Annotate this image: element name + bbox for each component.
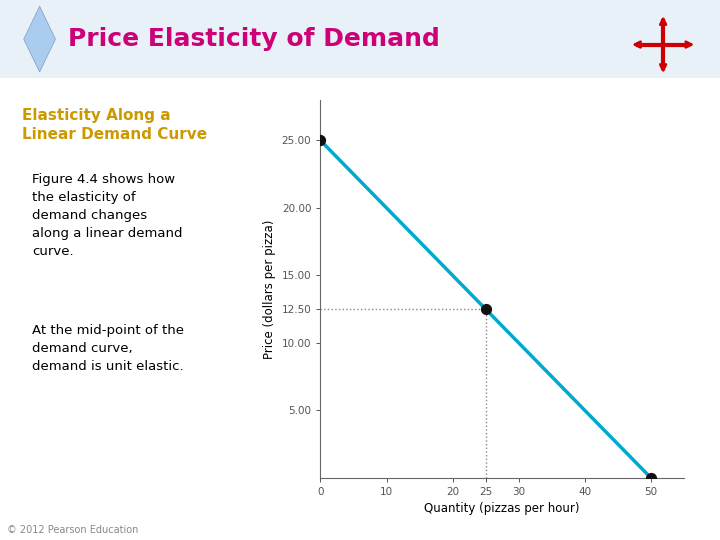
Text: © 2012 Pearson Education: © 2012 Pearson Education — [7, 524, 138, 535]
Y-axis label: Price (dollars per pizza): Price (dollars per pizza) — [263, 219, 276, 359]
Text: Elasticity Along a
Linear Demand Curve: Elasticity Along a Linear Demand Curve — [22, 108, 207, 141]
FancyBboxPatch shape — [0, 0, 720, 78]
X-axis label: Quantity (pizzas per hour): Quantity (pizzas per hour) — [425, 503, 580, 516]
Text: Figure 4.4 shows how
the elasticity of
demand changes
along a linear demand
curv: Figure 4.4 shows how the elasticity of d… — [32, 173, 183, 258]
Point — [480, 305, 492, 314]
Polygon shape — [24, 6, 55, 72]
Text: At the mid-point of the
demand curve,
demand is unit elastic.: At the mid-point of the demand curve, de… — [32, 324, 184, 373]
Text: Price Elasticity of Demand: Price Elasticity of Demand — [68, 27, 440, 51]
Point — [645, 474, 657, 482]
Point — [315, 136, 326, 145]
